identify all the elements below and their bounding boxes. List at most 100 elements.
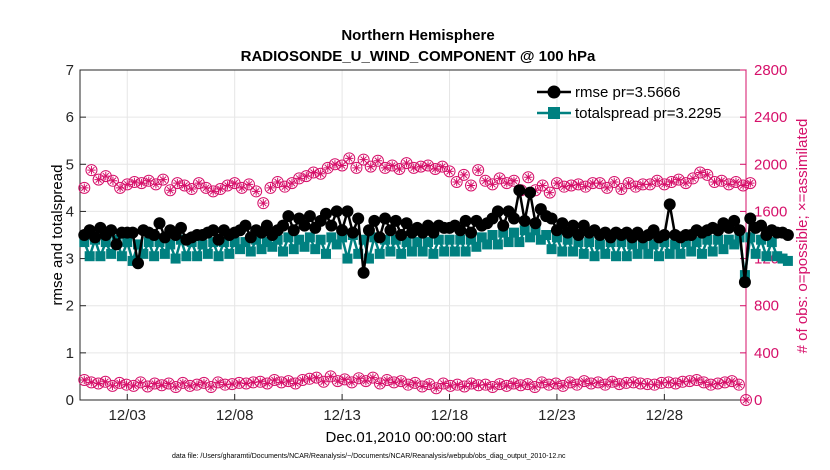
obs-marker-star (180, 181, 189, 190)
obs-marker-circle (725, 375, 738, 388)
obs-marker-circle (142, 174, 155, 187)
obs-marker-circle (679, 177, 692, 190)
obs-marker-star (366, 162, 375, 171)
totalspread-point (782, 255, 793, 266)
obs-marker-star (741, 395, 751, 405)
chart-subtitle: RADIOSONDE_U_WIND_COMPONENT @ 100 hPa (241, 48, 596, 65)
obs-marker-star (653, 176, 662, 185)
obs-marker-star (137, 178, 146, 188)
obs-marker-star (724, 180, 734, 189)
totalspread-point (278, 246, 289, 257)
rmse-point (733, 224, 746, 237)
obs-marker-star (101, 171, 110, 181)
obs-possible-point (300, 170, 313, 183)
totalspread-point (777, 253, 788, 264)
obs-marker-star (277, 378, 286, 387)
obs-marker-star (380, 163, 390, 173)
obs-marker-star (234, 378, 244, 388)
obs-marker-circle (409, 376, 422, 389)
obs-low-point (437, 377, 450, 390)
obs-marker-star (237, 183, 247, 193)
y-right-tick-label: 800 (754, 298, 779, 315)
obs-low-point (507, 377, 520, 390)
totalspread-point (315, 234, 326, 245)
obs-marker-circle (479, 174, 492, 187)
obs-possible-point (687, 172, 700, 185)
totalspread-point (165, 239, 176, 250)
obs-marker-star (417, 382, 427, 391)
obs-marker-star (333, 376, 342, 386)
obs-possible-point (507, 174, 520, 187)
obs-marker-star (227, 379, 237, 389)
obs-marker-circle (457, 168, 470, 181)
obs-marker-star (216, 184, 225, 194)
obs-marker-circle (622, 177, 635, 190)
totalspread-point (541, 230, 552, 240)
obs-low-point (190, 378, 203, 391)
obs-marker-circle (250, 185, 263, 198)
obs-marker-star (467, 379, 476, 388)
obs-low-point (535, 376, 548, 389)
obs-low-point (155, 379, 168, 392)
totalspread-point (557, 246, 568, 257)
totalspread-point (632, 248, 643, 259)
obs-possible-point (615, 183, 628, 196)
totalspread-point (202, 248, 213, 259)
obs-marker-star (305, 374, 314, 383)
obs-marker-circle (247, 376, 260, 389)
rmse-point (395, 229, 408, 241)
totalspread-point (79, 237, 90, 248)
obs-marker-star (602, 183, 612, 193)
rmse-point (373, 231, 386, 244)
obs-marker-circle (543, 186, 556, 199)
obs-marker-star (319, 377, 328, 386)
obs-marker-circle (321, 161, 334, 174)
rmse-point (400, 217, 413, 230)
obs-marker-circle (486, 178, 499, 191)
totalspread-point (766, 237, 777, 248)
obs-marker-circle (352, 372, 365, 385)
rmse-point (298, 219, 311, 232)
obs-low-point (655, 376, 668, 389)
x-tick-label: 12/18 (431, 407, 469, 424)
obs-marker-star (717, 176, 726, 185)
obs-marker-star (559, 182, 569, 191)
obs-marker-circle (141, 380, 154, 393)
obs-marker-circle (264, 181, 277, 194)
obs-low-point (141, 380, 154, 393)
obs-low-point (331, 375, 344, 388)
obs-possible-point (142, 174, 155, 187)
obs-possible-point (601, 181, 614, 194)
obs-low-point (92, 377, 105, 390)
obs-possible-point (701, 168, 714, 181)
obs-marker-star (157, 381, 166, 390)
totalspread-point (138, 248, 149, 259)
totalspread-point (696, 248, 707, 259)
obs-marker-circle (395, 375, 408, 388)
obs-marker-star (249, 378, 258, 387)
obs-marker-circle (430, 382, 443, 395)
totalspread-point (514, 237, 525, 248)
rmse-point (287, 224, 300, 237)
obs-low-point (599, 378, 612, 391)
obs-marker-star (130, 177, 139, 187)
rmse-point (277, 219, 290, 232)
obs-marker-circle (521, 378, 534, 391)
rmse-point (319, 207, 332, 220)
obs-marker-circle (228, 177, 241, 190)
obs-marker-star (601, 380, 610, 389)
obs-low-point (148, 377, 161, 390)
x-axis-label: Dec.01,2010 00:00:00 start (326, 429, 508, 446)
y-tick-label: 3 (66, 251, 74, 268)
y-tick-label: 5 (66, 156, 74, 173)
obs-marker-star (206, 382, 216, 392)
obs-marker-star (294, 174, 304, 183)
x-tick-label: 12/03 (108, 407, 146, 424)
obs-marker-star (617, 184, 626, 194)
error-series (78, 184, 794, 289)
obs-possible-point (450, 175, 463, 188)
obs-possible-point (192, 177, 205, 190)
obs-marker-circle (289, 377, 302, 390)
totalspread-point (396, 248, 407, 259)
obs-low-point (697, 376, 710, 389)
